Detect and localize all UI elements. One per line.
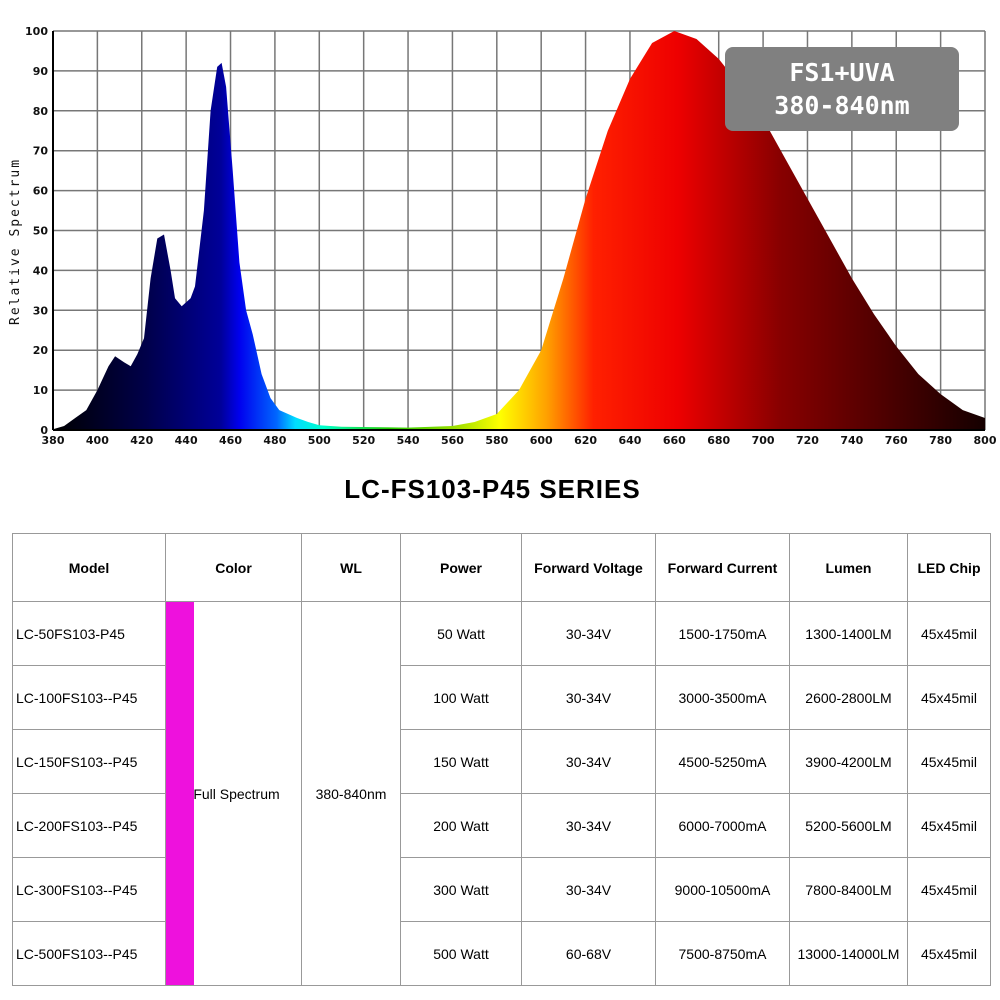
- x-tick-label: 400: [86, 434, 109, 447]
- cell-lumen: 1300-1400LM: [789, 601, 908, 666]
- cell-current: 7500-8750mA: [655, 921, 790, 986]
- x-tick-label: 680: [707, 434, 730, 447]
- cell-lumen: 3900-4200LM: [789, 729, 908, 794]
- x-tick-label: 660: [663, 434, 686, 447]
- cell-lumen: 2600-2800LM: [789, 665, 908, 730]
- cell-model: LC-500FS103--P45: [12, 921, 166, 986]
- x-tick-label: 500: [308, 434, 331, 447]
- cell-power: 300 Watt: [400, 857, 522, 922]
- x-tick-label: 540: [397, 434, 420, 447]
- color-label: Full Spectrum: [193, 785, 280, 802]
- table-row: LC-500FS103--P45 500 Watt 60-68V 7500-8750m…: [12, 921, 991, 986]
- x-tick-label: 480: [263, 434, 286, 447]
- cell-power: 100 Watt: [400, 665, 522, 730]
- x-tick-label: 640: [618, 434, 641, 447]
- header-power: Power: [400, 533, 522, 602]
- cell-chip: 45x45mil: [907, 665, 991, 730]
- y-tick-label: 90: [33, 65, 49, 78]
- y-tick-label: 40: [33, 264, 49, 277]
- cell-current: 6000-7000mA: [655, 793, 790, 858]
- y-tick-label: 20: [33, 344, 49, 357]
- cell-model: LC-50FS103-P45: [12, 601, 166, 666]
- badge-line1: FS1+UVA: [789, 58, 895, 87]
- table-row: LC-150FS103--P45 150 Watt 30-34V 4500-5250m…: [12, 729, 991, 794]
- table-row: LC-100FS103--P45 100 Watt 30-34V 3000-3500m…: [12, 665, 991, 730]
- x-tick-label: 520: [352, 434, 375, 447]
- table-row: LC-300FS103--P45 300 Watt 30-34V 9000-10500…: [12, 857, 991, 922]
- cell-chip: 45x45mil: [907, 921, 991, 986]
- x-tick-label: 380: [42, 434, 65, 447]
- x-tick-label: 580: [485, 434, 508, 447]
- y-tick-label: 80: [33, 105, 49, 118]
- x-tick-label: 560: [441, 434, 464, 447]
- y-tick-label: 30: [33, 304, 49, 317]
- cell-lumen: 5200-5600LM: [789, 793, 908, 858]
- cell-power: 150 Watt: [400, 729, 522, 794]
- x-tick-label: 700: [752, 434, 775, 447]
- y-tick-label: 100: [25, 25, 48, 38]
- cell-lumen: 13000-14000LM: [789, 921, 908, 986]
- x-tick-label: 600: [530, 434, 553, 447]
- y-tick-label: 10: [33, 384, 49, 397]
- badge-line2: 380-840nm: [774, 91, 910, 120]
- cell-model: LC-150FS103--P45: [12, 729, 166, 794]
- cell-voltage: 30-34V: [521, 729, 656, 794]
- y-tick-label: 60: [33, 185, 49, 198]
- x-tick-label: 740: [840, 434, 863, 447]
- color-swatch: [166, 602, 194, 985]
- table-row: LC-200FS103--P45 200 Watt 30-34V 6000-7000m…: [12, 793, 991, 858]
- header-model: Model: [12, 533, 166, 602]
- cell-voltage: 30-34V: [521, 601, 656, 666]
- x-tick-label: 800: [974, 434, 997, 447]
- x-tick-label: 460: [219, 434, 242, 447]
- x-tick-label: 720: [796, 434, 819, 447]
- header-voltage: Forward Voltage: [521, 533, 656, 602]
- cell-current: 3000-3500mA: [655, 665, 790, 730]
- cell-chip: 45x45mil: [907, 601, 991, 666]
- cell-chip: 45x45mil: [907, 857, 991, 922]
- cell-current: 4500-5250mA: [655, 729, 790, 794]
- cell-voltage: 30-34V: [521, 665, 656, 730]
- header-color: Color: [165, 533, 302, 602]
- header-current: Forward Current: [655, 533, 790, 602]
- cell-voltage: 30-34V: [521, 857, 656, 922]
- cell-current: 9000-10500mA: [655, 857, 790, 922]
- header-lumen: Lumen: [789, 533, 908, 602]
- header-wl: WL: [301, 533, 401, 602]
- spec-table: Model Color WL Power Forward Voltage For…: [12, 533, 991, 986]
- y-tick-label: 70: [33, 145, 49, 158]
- cell-wl: 380-840nm: [301, 601, 401, 986]
- cell-power: 500 Watt: [400, 921, 522, 986]
- header-chip: LED Chip: [907, 533, 991, 602]
- x-tick-label: 760: [885, 434, 908, 447]
- x-tick-label: 620: [574, 434, 597, 447]
- cell-current: 1500-1750mA: [655, 601, 790, 666]
- spectrum-badge: FS1+UVA 380-840nm: [725, 47, 959, 131]
- series-title: LC-FS103-P45 SERIES: [344, 474, 641, 504]
- y-tick-label: 0: [40, 424, 48, 437]
- cell-power: 200 Watt: [400, 793, 522, 858]
- cell-power: 50 Watt: [400, 601, 522, 666]
- cell-color: Full Spectrum: [165, 601, 302, 986]
- x-tick-label: 780: [929, 434, 952, 447]
- cell-voltage: 60-68V: [521, 921, 656, 986]
- cell-chip: 45x45mil: [907, 729, 991, 794]
- table-row: LC-50FS103-P45 Full Spectrum 380-840nm 50 W…: [12, 601, 991, 986]
- cell-voltage: 30-34V: [521, 793, 656, 858]
- x-tick-label: 440: [175, 434, 198, 447]
- cell-lumen: 7800-8400LM: [789, 857, 908, 922]
- cell-model: LC-300FS103--P45: [12, 857, 166, 922]
- x-tick-label: 420: [130, 434, 153, 447]
- cell-model: LC-200FS103--P45: [12, 793, 166, 858]
- y-tick-label: 50: [33, 225, 49, 238]
- table-header-row: Model Color WL Power Forward Voltage For…: [12, 533, 991, 602]
- cell-model: LC-100FS103--P45: [12, 665, 166, 730]
- cell-chip: 45x45mil: [907, 793, 991, 858]
- y-axis-label: Relative Spectrum: [8, 158, 23, 325]
